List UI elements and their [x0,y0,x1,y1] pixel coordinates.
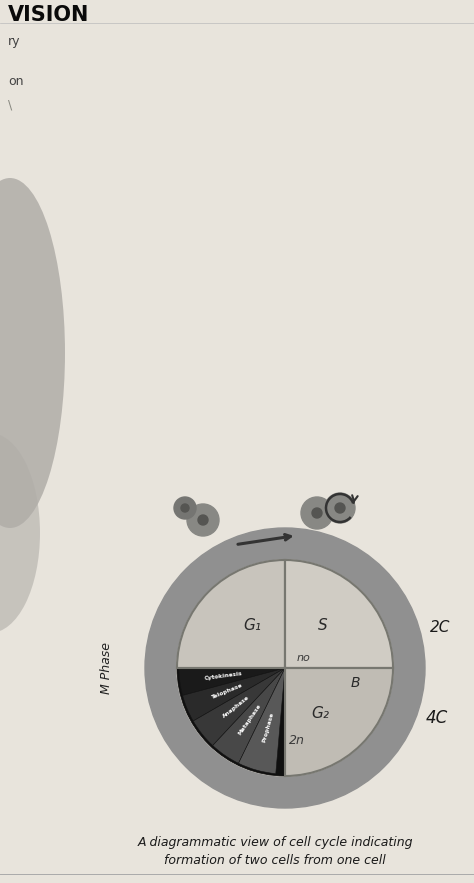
Text: Metaphase: Metaphase [237,703,262,736]
Text: 2n: 2n [289,734,305,746]
Text: Cytokinesis: Cytokinesis [204,671,243,681]
Ellipse shape [0,178,65,528]
Text: no: no [296,653,310,663]
Text: M Phase: M Phase [100,642,113,694]
Text: G₂: G₂ [311,706,329,721]
Circle shape [301,497,333,529]
Text: Telophase: Telophase [211,683,244,700]
Circle shape [145,528,425,808]
Text: S: S [318,618,328,633]
Wedge shape [213,668,285,763]
Wedge shape [177,668,285,776]
Wedge shape [179,668,285,696]
Wedge shape [238,668,285,774]
Text: formation of two cells from one cell: formation of two cells from one cell [164,854,386,867]
Text: B: B [350,676,360,690]
Text: G₁: G₁ [243,618,261,633]
Circle shape [335,503,345,513]
Circle shape [181,504,189,512]
Text: ry: ry [8,35,20,48]
Ellipse shape [0,433,40,633]
Circle shape [174,497,196,519]
Text: 2C: 2C [430,621,450,636]
Text: Anaphase: Anaphase [222,694,251,719]
Text: Prophase: Prophase [262,712,275,743]
Text: VISION: VISION [8,5,90,25]
Circle shape [177,560,393,776]
Circle shape [187,504,219,536]
Text: A diagrammatic view of cell cycle indicating: A diagrammatic view of cell cycle indica… [137,836,413,849]
Circle shape [198,515,208,525]
Text: 4C: 4C [426,709,448,727]
Text: \: \ [8,98,12,111]
Wedge shape [285,668,393,776]
Circle shape [312,508,322,518]
Wedge shape [182,668,285,721]
Wedge shape [177,560,285,668]
Circle shape [325,493,355,523]
Wedge shape [193,668,285,745]
Text: on: on [8,75,24,88]
Wedge shape [285,560,393,668]
